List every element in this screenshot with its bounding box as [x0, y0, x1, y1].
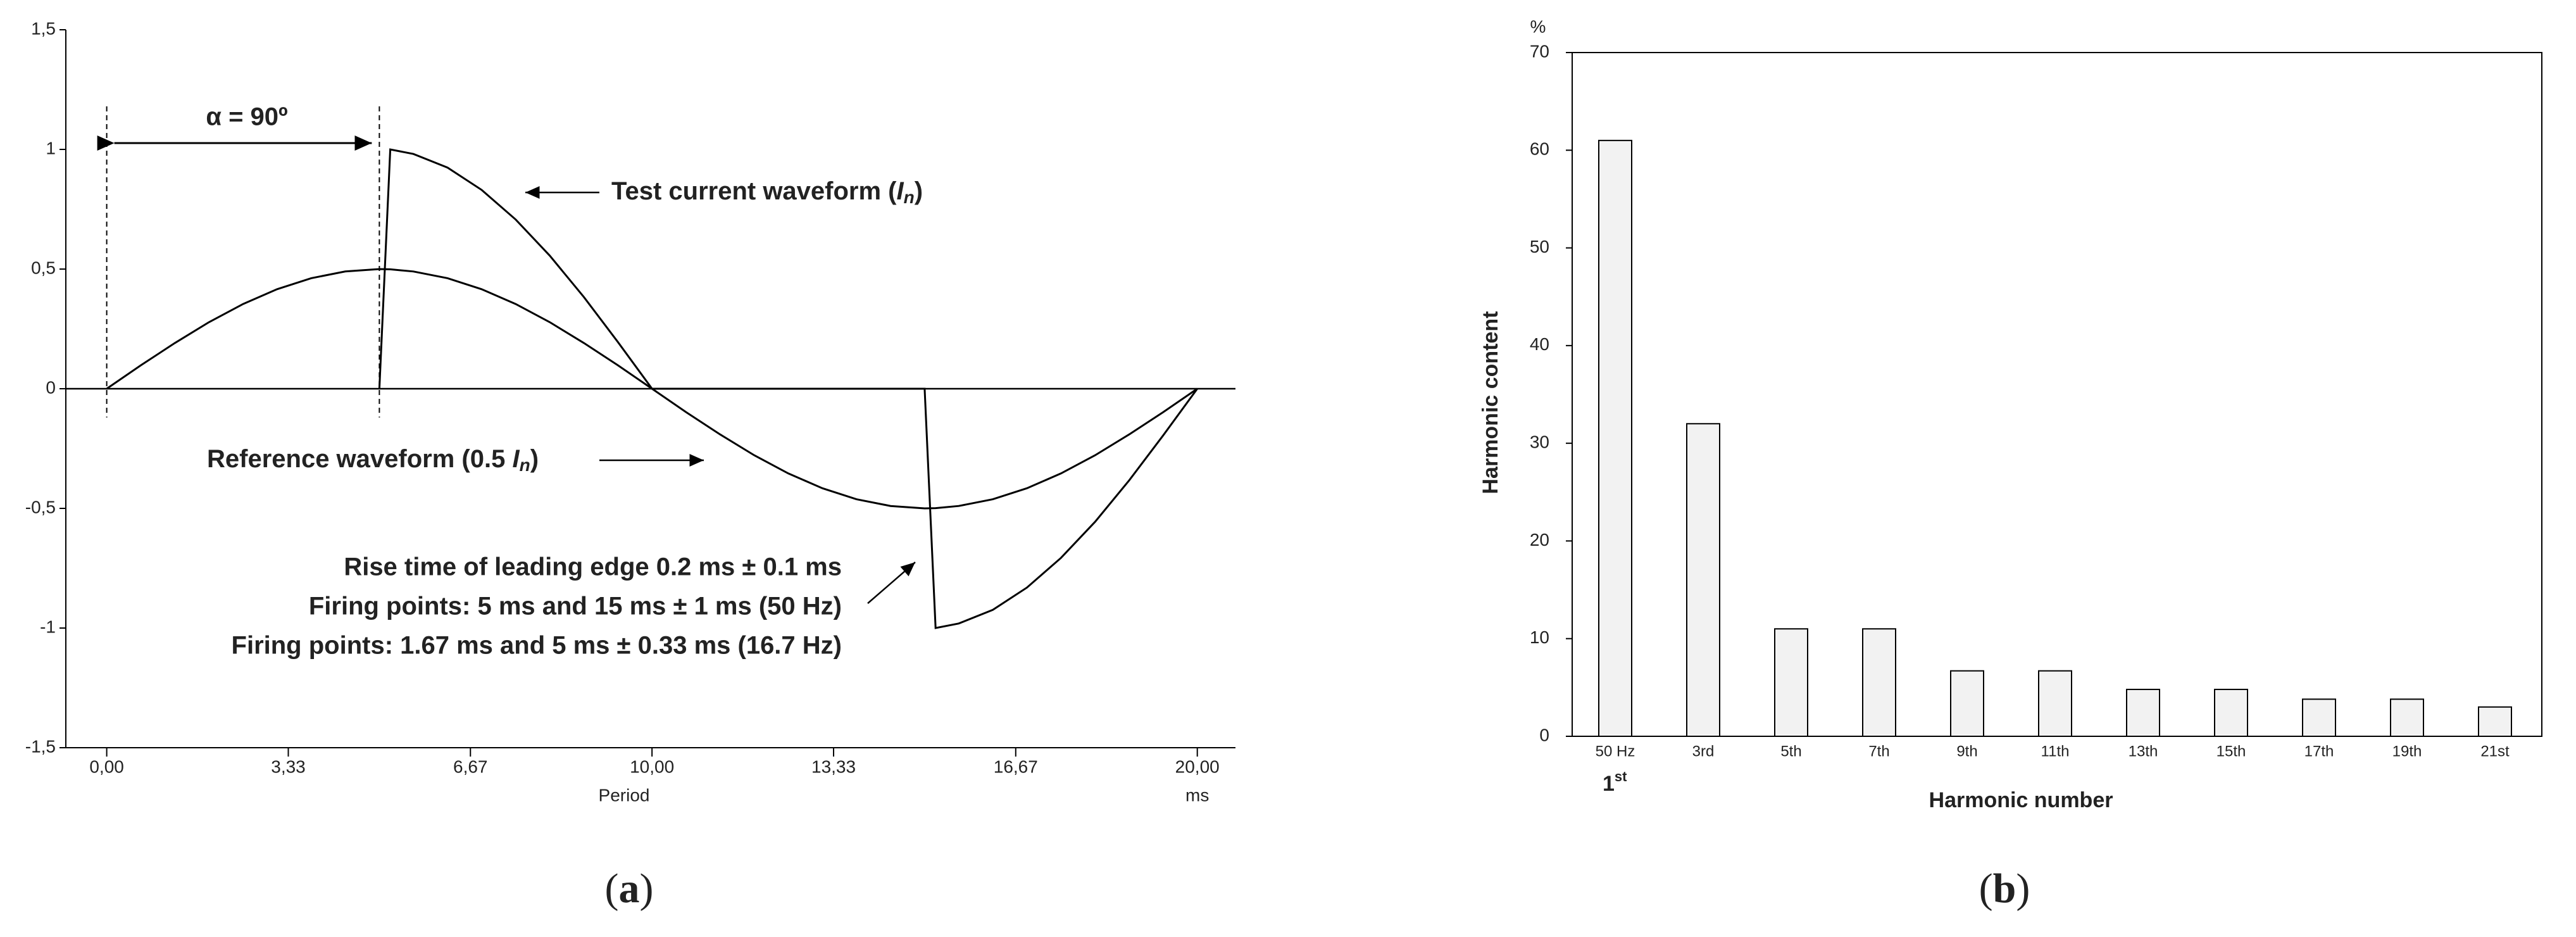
x-tick-label: 20,00	[1175, 757, 1220, 776]
waveform	[378, 148, 1198, 629]
x-tick-label: 13,33	[811, 757, 856, 776]
y-tick-label: 0,5	[31, 258, 56, 277]
first-harmonic-label: 1st	[1603, 769, 1627, 796]
y-tick-label: 1	[46, 138, 56, 158]
bar	[1950, 670, 1984, 737]
x-tick-label: 11th	[2041, 743, 2070, 760]
panel-label: (b)	[1979, 865, 2030, 912]
x-axis-label: Period	[599, 785, 650, 805]
bar	[2478, 706, 2512, 737]
panel-label-part: a	[619, 865, 640, 912]
x-tick-label: 3,33	[271, 757, 306, 776]
bar	[1598, 139, 1632, 738]
annotation-text: )	[530, 445, 539, 473]
bar	[2390, 698, 2424, 738]
x-tick-label: 0,00	[89, 757, 124, 776]
x-tick-label: 15th	[2216, 743, 2246, 760]
y-tick-label: 10	[1530, 627, 1549, 647]
y-tick-label: 1,5	[31, 18, 56, 38]
annotation: Test current waveform (In)	[611, 177, 923, 208]
first-harmonic-number: 1	[1603, 772, 1615, 796]
annotation-symbol: I	[512, 445, 520, 473]
annotation-note: Firing points: 1.67 ms and 5 ms ± 0.33 m…	[232, 632, 842, 660]
annotation-subscript: n	[520, 455, 530, 475]
y-tick-label: 70	[1530, 41, 1549, 61]
x-tick-label: 3rd	[1692, 743, 1715, 760]
y-axis-label: Harmonic content	[1479, 311, 1503, 494]
panel-label-part: (	[1979, 865, 1993, 912]
panel-label: (a)	[605, 865, 654, 912]
panel-label-part: )	[2016, 865, 2030, 912]
bar	[1686, 423, 1720, 737]
panel-label-part: (	[605, 865, 619, 912]
x-tick-label: 9th	[1956, 743, 1977, 760]
bar	[1774, 628, 1808, 737]
bar	[2214, 688, 2248, 738]
x-tick-label: 16,67	[994, 757, 1038, 776]
x-tick-label: 7th	[1868, 743, 1889, 760]
bar	[1862, 628, 1896, 737]
y-tick-label: -0,5	[25, 497, 56, 517]
bar	[2126, 688, 2160, 738]
x-tick-label: 17th	[2304, 743, 2334, 760]
panel-label-part: )	[640, 865, 654, 912]
annotation-note: Firing points: 5 ms and 15 ms ± 1 ms (50…	[309, 593, 842, 620]
y-tick-label: 0	[1539, 725, 1549, 745]
annotation-text: Reference waveform (0.5	[207, 445, 512, 473]
y-tick-label: -1,5	[25, 736, 56, 756]
first-harmonic-suffix: st	[1615, 769, 1627, 784]
x-tick-label: 5th	[1780, 743, 1801, 760]
y-tick-label: 40	[1530, 334, 1549, 354]
y-tick-label: 20	[1530, 530, 1549, 550]
x-tick-label: 10,00	[630, 757, 674, 776]
bar	[2038, 670, 2072, 737]
x-tick-label: 13th	[2129, 743, 2158, 760]
annotation-symbol: I	[897, 177, 904, 205]
y-unit: %	[1530, 16, 1546, 36]
x-tick-label: 21st	[2480, 743, 2510, 760]
y-tick-label: -1	[40, 617, 56, 636]
x-axis-unit: ms	[1185, 785, 1209, 805]
annotation-text: Test current waveform (	[611, 177, 897, 205]
y-tick-label: 60	[1530, 139, 1549, 159]
x-tick-label: 50 Hz	[1596, 743, 1635, 760]
annotation-text: )	[915, 177, 923, 205]
x-axis-label: Harmonic number	[1929, 788, 2113, 812]
annotation-arrow	[867, 562, 916, 604]
annotation-subscript: n	[904, 187, 915, 207]
annotation-note: Rise time of leading edge 0.2 ms ± 0.1 m…	[344, 553, 842, 581]
alpha-label: α = 90º	[206, 103, 287, 131]
y-tick-label: 50	[1530, 237, 1549, 256]
x-tick-label: 6,67	[453, 757, 488, 776]
annotation: Reference waveform (0.5 In)	[207, 445, 539, 475]
y-tick-label: 30	[1530, 432, 1549, 452]
bar	[2302, 698, 2336, 738]
y-tick-label: 0	[46, 377, 56, 397]
x-tick-label: 19th	[2392, 743, 2422, 760]
panel-label-part: b	[1993, 865, 2016, 912]
